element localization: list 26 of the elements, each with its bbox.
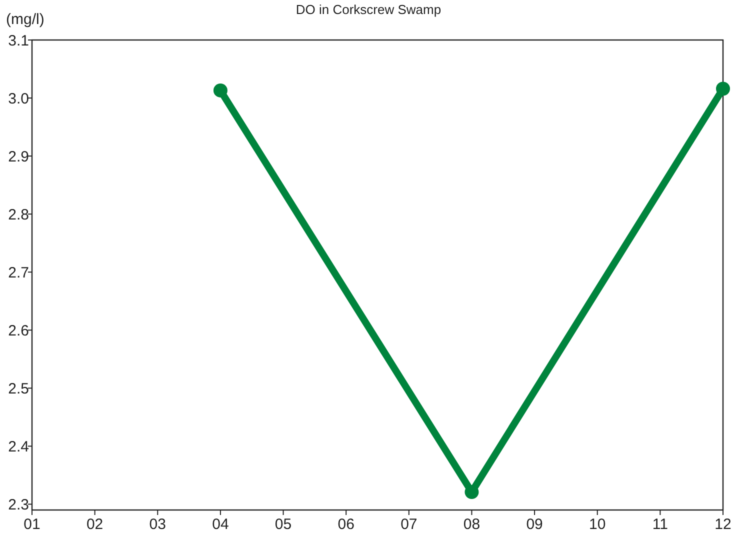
y-axis-title: (mg/l) [6,11,44,28]
x-tick-label: 04 [212,516,229,533]
y-tick-label: 2.4 [8,438,29,456]
x-tick-label: 02 [86,516,104,533]
x-tick-label: 03 [149,516,166,533]
chart-title: DO in Corkscrew Swamp [296,2,442,17]
x-tick-label: 09 [526,516,543,533]
y-tick-label: 3.0 [8,90,29,108]
y-tick-label: 2.6 [8,322,29,340]
point [716,82,730,96]
y-tick-label: 2.3 [8,496,29,514]
y-tick-label: 2.5 [8,380,29,398]
x-tick-label: 12 [714,516,732,533]
x-tick-label: 07 [400,516,418,533]
x-tick-label: 11 [652,516,668,533]
point [213,83,228,98]
y-tick-label: 3.1 [8,32,29,50]
y-tick-label: 2.8 [8,206,29,224]
x-tick-label: 06 [338,516,354,533]
x-tick-label: 01 [24,516,40,533]
y-tick-label: 2.9 [8,148,29,166]
y-tick-label: 2.7 [8,264,29,282]
point [464,485,479,500]
x-tick-label: 10 [589,516,606,533]
x-tick-label: 08 [463,516,480,533]
x-tick-label: 05 [274,516,292,533]
